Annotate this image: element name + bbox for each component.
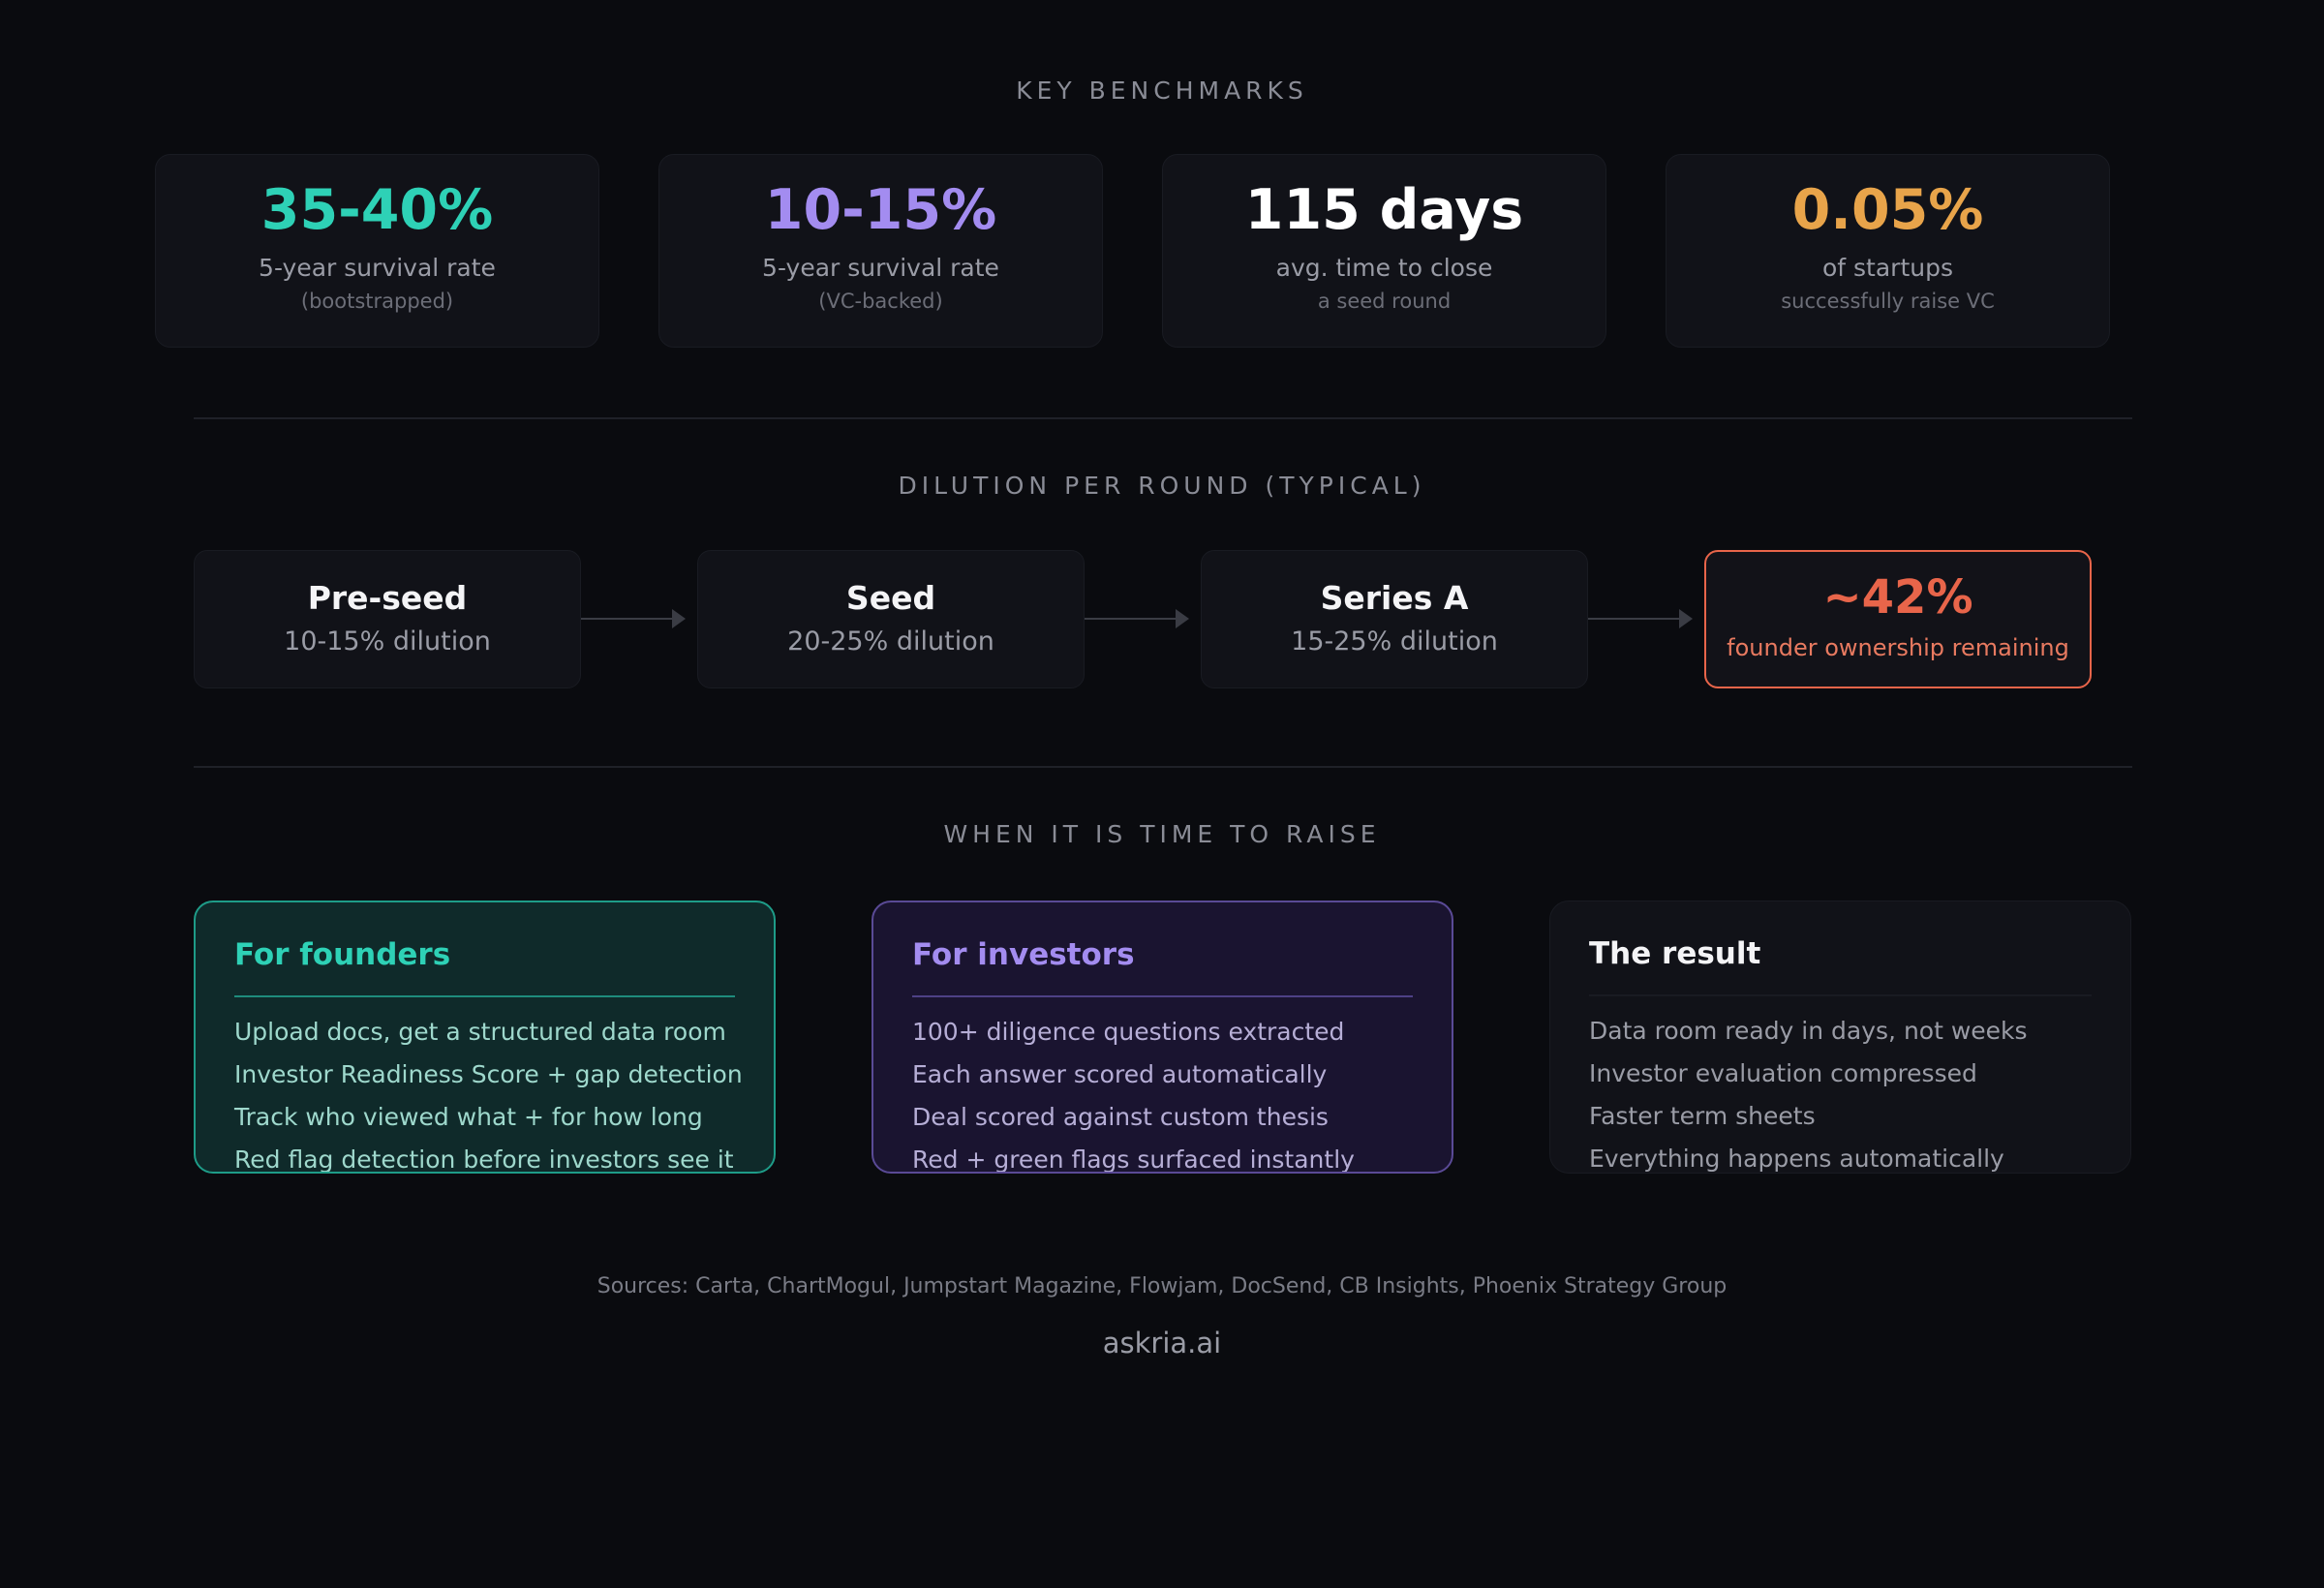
brand-name: askria.ai	[1102, 1327, 1222, 1359]
raise-title: WHEN IT IS TIME TO RAISE	[943, 820, 1381, 848]
list-item: Red flag detection before investors see …	[234, 1145, 734, 1174]
benchmark-label: 5-year survival rate	[762, 254, 999, 282]
benchmark-value: 10-15%	[764, 178, 997, 242]
benchmark-card-bootstrapped: 35-40% 5-year survival rate (bootstrappe…	[155, 154, 599, 348]
founders-card-title: For founders	[234, 935, 735, 997]
investors-card-title: For investors	[912, 935, 1413, 997]
list-item: Everything happens automatically	[1589, 1145, 2004, 1173]
list-item: Data room ready in days, not weeks	[1589, 1017, 2028, 1045]
list-item: 100+ diligence questions extracted	[912, 1018, 1345, 1046]
arrow-right-icon	[1085, 609, 1189, 628]
round-card-seed: Seed 20-25% dilution	[697, 550, 1085, 688]
list-item: Investor Readiness Score + gap detection	[234, 1060, 743, 1088]
arrow-right-icon	[581, 609, 686, 628]
round-name: Seed	[845, 579, 936, 617]
round-dilution: 10-15% dilution	[284, 626, 491, 657]
benchmark-value: 35-40%	[260, 178, 494, 242]
benchmark-card-time-to-close: 115 days avg. time to close a seed round	[1162, 154, 1606, 348]
ownership-label: founder ownership remaining	[1727, 634, 2069, 661]
round-name: Series A	[1320, 579, 1469, 617]
sources-note: Sources: Carta, ChartMogul, Jumpstart Ma…	[596, 1274, 1728, 1298]
list-item: Deal scored against custom thesis	[912, 1103, 1329, 1131]
benchmark-card-vc-backed: 10-15% 5-year survival rate (VC-backed)	[658, 154, 1103, 348]
benchmark-sublabel: (bootstrapped)	[300, 290, 454, 313]
benchmark-value: 0.05%	[1791, 178, 1984, 242]
investors-card: For investors 100+ diligence questions e…	[872, 901, 1453, 1174]
round-dilution: 20-25% dilution	[787, 626, 994, 657]
list-item: Track who viewed what + for how long	[234, 1103, 703, 1131]
benchmark-label: avg. time to close	[1275, 254, 1493, 282]
founders-card: For founders Upload docs, get a structur…	[194, 901, 776, 1174]
benchmark-sublabel: a seed round	[1317, 290, 1452, 313]
list-item: Upload docs, get a structured data room	[234, 1018, 726, 1046]
benchmark-sublabel: (VC-backed)	[818, 290, 943, 313]
list-item: Each answer scored automatically	[912, 1060, 1328, 1088]
list-item: Red + green flags surfaced instantly	[912, 1145, 1355, 1174]
round-dilution: 15-25% dilution	[1291, 626, 1498, 657]
founder-ownership-card: ~42% founder ownership remaining	[1704, 550, 2092, 688]
round-name: Pre-seed	[307, 579, 468, 617]
section-divider	[194, 417, 2132, 419]
round-card-series-a: Series A 15-25% dilution	[1201, 550, 1588, 688]
benchmark-card-raise-vc: 0.05% of startups successfully raise VC	[1666, 154, 2110, 348]
section-divider	[194, 766, 2132, 768]
list-item: Faster term sheets	[1589, 1102, 1816, 1130]
dilution-title: DILUTION PER ROUND (TYPICAL)	[898, 472, 1426, 500]
result-card-title: The result	[1589, 934, 2092, 996]
benchmark-label: of startups	[1821, 254, 1953, 282]
arrow-right-icon	[1588, 609, 1693, 628]
benchmark-label: 5-year survival rate	[259, 254, 496, 282]
round-card-pre-seed: Pre-seed 10-15% dilution	[194, 550, 581, 688]
list-item: Investor evaluation compressed	[1589, 1059, 1977, 1087]
benchmark-value: 115 days	[1244, 178, 1524, 242]
benchmarks-title: KEY BENCHMARKS	[1016, 76, 1308, 105]
result-card: The result Data room ready in days, not …	[1549, 901, 2131, 1174]
ownership-value: ~42%	[1822, 570, 1973, 625]
benchmark-sublabel: successfully raise VC	[1781, 290, 1995, 313]
